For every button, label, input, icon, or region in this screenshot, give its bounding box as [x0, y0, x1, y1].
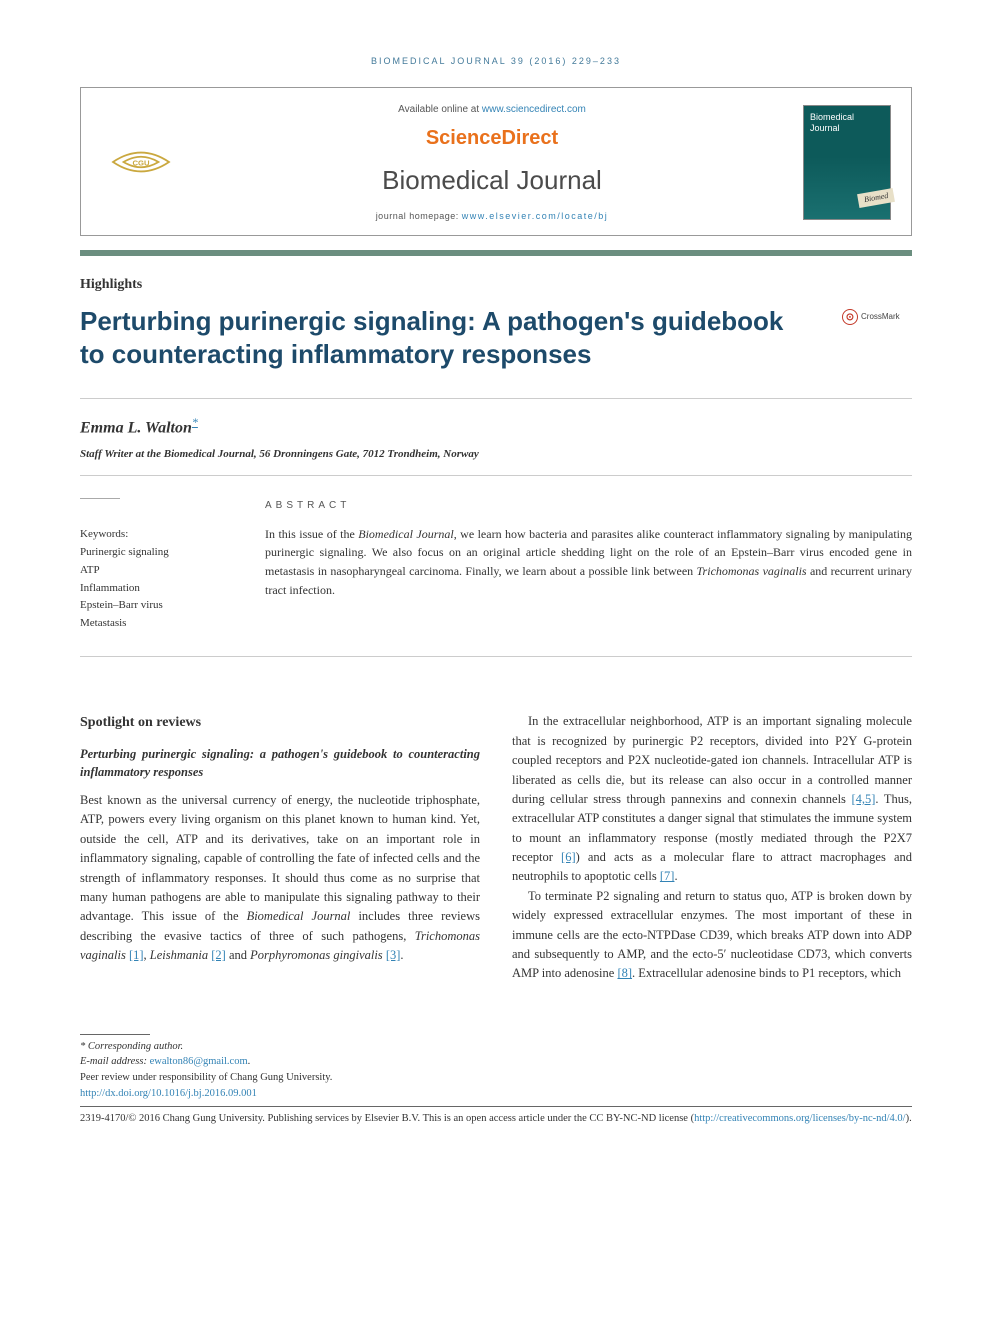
article-title: Perturbing purinergic signaling: A patho… [80, 305, 842, 370]
abstract-heading: ABSTRACT [265, 498, 912, 513]
ref-link[interactable]: [1] [129, 948, 144, 962]
header-box: CGU Available online at www.sciencedirec… [80, 87, 912, 237]
ref-link[interactable]: [2] [211, 948, 226, 962]
email-link[interactable]: ewalton86@gmail.com [150, 1056, 248, 1067]
journal-homepage: journal homepage: www.elsevier.com/locat… [181, 210, 803, 224]
ref-link[interactable]: [6] [561, 850, 576, 864]
ref-link[interactable]: [3] [386, 948, 401, 962]
ref-link[interactable]: [8] [617, 966, 632, 980]
keyword-item: ATP [80, 562, 235, 580]
available-online: Available online at www.sciencedirect.co… [181, 102, 803, 117]
publisher-logo: CGU [101, 135, 181, 190]
journal-name: Biomedical Journal [181, 161, 803, 200]
body-paragraph: To terminate P2 signaling and return to … [512, 887, 912, 984]
corresponding-author-link[interactable]: * [192, 415, 198, 429]
corresponding-note: * Corresponding author. [80, 1039, 912, 1055]
keyword-item: Purinergic signaling [80, 544, 235, 562]
sciencedirect-link[interactable]: www.sciencedirect.com [482, 104, 586, 115]
review-subheading: Perturbing purinergic signaling: a patho… [80, 746, 480, 781]
author-block: Emma L. Walton* Staff Writer at the Biom… [80, 398, 912, 476]
sciencedirect-logo: ScienceDirect [181, 123, 803, 153]
journal-cover-thumbnail: Biomedical Journal Biomed [803, 105, 891, 220]
ref-link[interactable]: [4,5] [851, 792, 875, 806]
doi-link[interactable]: http://dx.doi.org/10.1016/j.bj.2016.09.0… [80, 1088, 257, 1099]
svg-text:CGU: CGU [132, 159, 150, 168]
author-affiliation: Staff Writer at the Biomedical Journal, … [80, 446, 912, 463]
keyword-item: Epstein–Barr virus [80, 597, 235, 615]
left-column: Spotlight on reviews Perturbing purinerg… [80, 712, 480, 983]
body-columns: Spotlight on reviews Perturbing purinerg… [80, 712, 912, 983]
license-link[interactable]: http://creativecommons.org/licenses/by-n… [694, 1113, 906, 1124]
section-label: Highlights [80, 274, 912, 295]
copyright-line: 2319-4170/© 2016 Chang Gung University. … [80, 1111, 912, 1127]
right-column: In the extracellular neighborhood, ATP i… [512, 712, 912, 983]
crossmark-badge[interactable]: ⊙ CrossMark [842, 309, 912, 325]
journal-reference: BIOMEDICAL JOURNAL 39 (2016) 229–233 [80, 55, 912, 69]
peer-review-note: Peer review under responsibility of Chan… [80, 1070, 912, 1086]
keywords-block: Keywords: Purinergic signaling ATP Infla… [80, 498, 235, 633]
keyword-item: Inflammation [80, 580, 235, 598]
homepage-link[interactable]: www.elsevier.com/locate/bj [462, 211, 609, 221]
brand-stripe [80, 250, 912, 256]
email-line: E-mail address: ewalton86@gmail.com. [80, 1054, 912, 1070]
crossmark-icon: ⊙ [842, 309, 858, 325]
spotlight-heading: Spotlight on reviews [80, 712, 480, 734]
keyword-item: Metastasis [80, 615, 235, 633]
body-paragraph: In the extracellular neighborhood, ATP i… [512, 712, 912, 886]
ref-link[interactable]: [7] [660, 869, 675, 883]
abstract-text: In this issue of the Biomedical Journal,… [265, 525, 912, 599]
body-paragraph: Best known as the universal currency of … [80, 791, 480, 965]
author-name: Emma L. Walton* [80, 413, 912, 440]
footnotes: * Corresponding author. E-mail address: … [80, 1034, 912, 1127]
